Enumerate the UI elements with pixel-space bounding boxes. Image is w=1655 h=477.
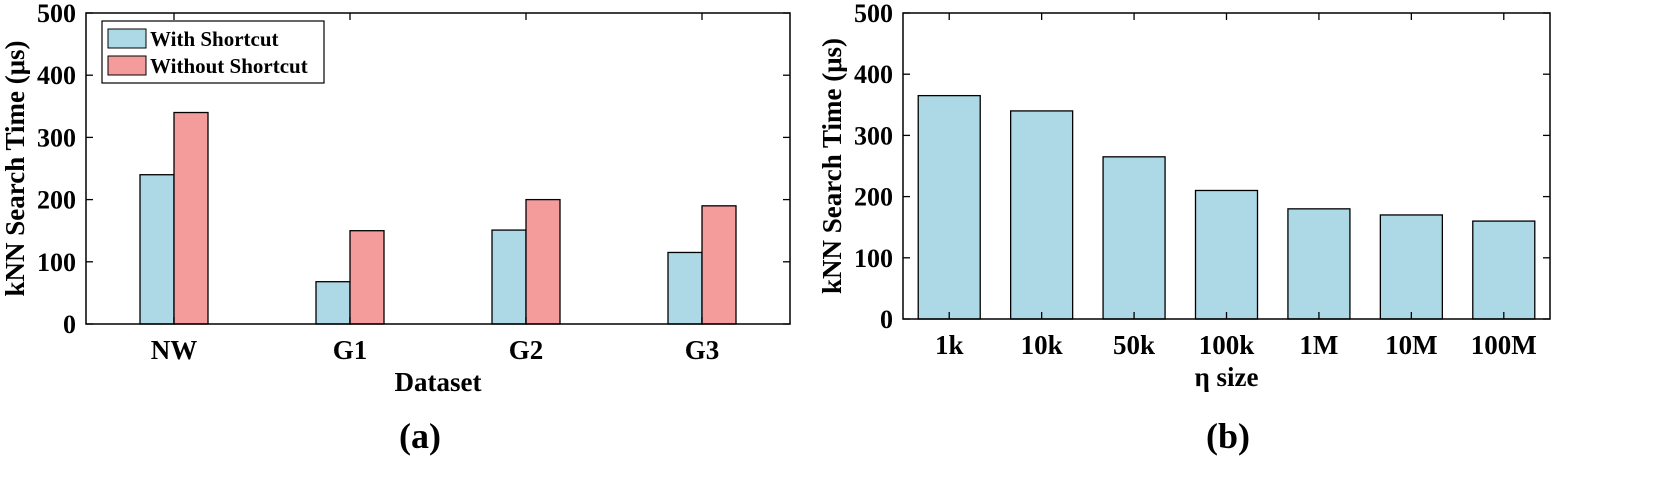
legend-label-with-shortcut: With Shortcut — [150, 27, 279, 51]
y-tick-label: 400 — [37, 61, 76, 90]
bar-g3-without-shortcut — [701, 205, 737, 325]
bar-1k — [917, 94, 981, 320]
x-tick-label: 100k — [1199, 330, 1255, 360]
x-tick-label: 100M — [1471, 330, 1537, 360]
x-tick-label: 1M — [1299, 330, 1338, 360]
bar-nw-without-shortcut — [173, 111, 209, 325]
x-tick-label: G3 — [685, 335, 720, 365]
y-tick-label: 200 — [854, 183, 893, 212]
x-tick-label: NW — [151, 335, 198, 365]
bar-10k — [1009, 110, 1074, 320]
panel-b: 0 100 200 300 400 500 1k 10k 50k 100k 1M 10M 100M η s… — [817, 0, 1551, 392]
bar-100k — [1194, 189, 1259, 320]
y-tick-label: 400 — [854, 60, 893, 89]
panel-label-b: (b) — [1206, 416, 1250, 456]
y-tick-label: 100 — [854, 244, 893, 273]
x-axis-label: η size — [1194, 362, 1258, 392]
y-axis-label: kNN Search Time (μs) — [0, 40, 30, 296]
bar-1m — [1287, 208, 1351, 320]
bar-g1-without-shortcut — [349, 230, 385, 325]
bar-g3-with-shortcut — [667, 251, 703, 325]
y-tick-label: 300 — [854, 121, 893, 150]
bar-50k — [1102, 156, 1166, 320]
panel-label-a: (a) — [399, 416, 441, 456]
legend-swatch-with-shortcut — [107, 28, 147, 49]
bar-10m — [1379, 214, 1444, 320]
y-tick-label: 300 — [37, 123, 76, 152]
y-tick-label: 200 — [37, 186, 76, 215]
y-tick-label: 0 — [880, 305, 893, 334]
y-tick-label: 100 — [37, 248, 76, 277]
y-axis-label: kNN Search Time (μs) — [817, 38, 847, 294]
bar-g2-without-shortcut — [525, 198, 561, 325]
x-axis-label: Dataset — [395, 367, 482, 397]
x-tick-label: G1 — [333, 335, 368, 365]
x-tick-label: 1k — [935, 330, 964, 360]
plot-frame — [85, 12, 791, 325]
bar-g1-with-shortcut — [315, 281, 351, 325]
x-tick-label: 10M — [1385, 330, 1437, 360]
panel-a: 0 100 200 300 400 500 NW G1 G2 G3 Dataset kNN Searc… — [0, 0, 791, 397]
legend-swatch-without-shortcut — [107, 55, 147, 76]
bar-g2-with-shortcut — [491, 229, 527, 325]
y-tick-label: 500 — [37, 0, 76, 28]
y-tick-label: 500 — [854, 0, 893, 28]
y-tick-label: 0 — [63, 310, 76, 339]
x-tick-label: 10k — [1021, 330, 1063, 360]
bar-100m — [1472, 220, 1536, 320]
x-tick-label: 50k — [1113, 330, 1155, 360]
x-tick-label: G2 — [509, 335, 544, 365]
legend-label-without-shortcut: Without Shortcut — [150, 54, 308, 78]
bar-nw-with-shortcut — [139, 174, 175, 325]
